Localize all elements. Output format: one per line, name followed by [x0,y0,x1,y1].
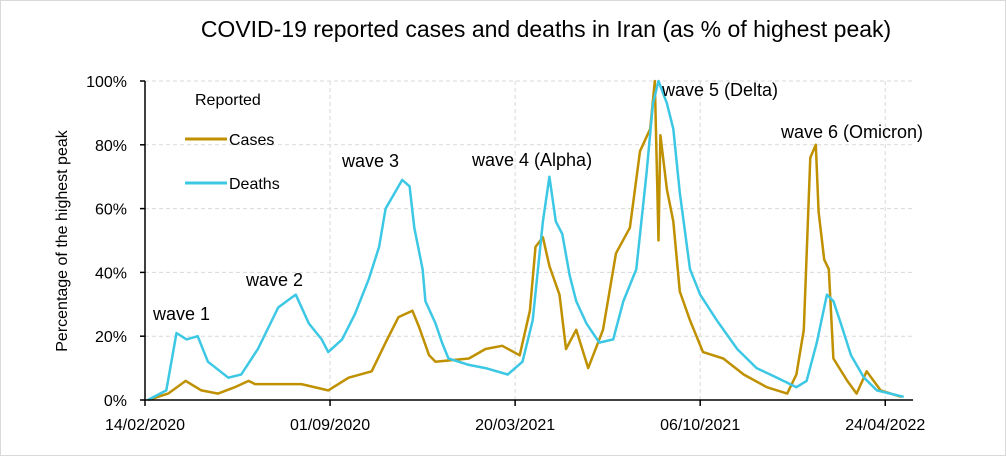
annotations: wave 1 wave 2 wave 3 wave 4 (Alpha) wave… [152,80,923,324]
y-tick-label: 40% [95,265,127,282]
annotation-wave-3: wave 3 [341,151,399,171]
annotation-wave-6: wave 6 (Omicron) [780,122,923,142]
annotation-wave-1: wave 1 [152,304,210,324]
x-tick-label: 01/09/2020 [290,417,370,434]
legend-label-cases: Cases [229,132,274,149]
gridlines [145,80,913,400]
legend-label-deaths: Deaths [229,176,280,193]
axes [144,81,913,401]
x-tick-label: 24/04/2022 [845,417,925,434]
annotation-wave-5: wave 5 (Delta) [661,80,778,100]
annotation-wave-2: wave 2 [245,270,303,290]
y-tick-label: 60% [95,202,127,219]
legend-title: Reported [195,92,261,109]
y-axis-label: Percentage of the highest peak [54,129,71,351]
y-tick-label: 0% [104,393,127,410]
series-line-cases [147,79,902,402]
annotation-wave-4: wave 4 (Alpha) [471,150,592,170]
series-line-deaths [147,79,904,402]
legend: Reported Cases Deaths [185,92,280,193]
series-lines [147,79,904,402]
y-tick-label: 80% [95,138,127,155]
x-tick-label: 20/03/2021 [475,417,555,434]
x-tick-label: 14/02/2020 [105,417,185,434]
y-tick-label: 20% [95,329,127,346]
x-tick-label: 06/10/2021 [660,417,740,434]
y-tick-label: 100% [86,74,127,91]
axis-ticks: 0% 20% 40% 60% 80% 100% 14/02/2020 01/09/2020 20… [86,74,925,434]
chart-title: COVID-19 reported cases and deaths in Ir… [201,16,891,42]
